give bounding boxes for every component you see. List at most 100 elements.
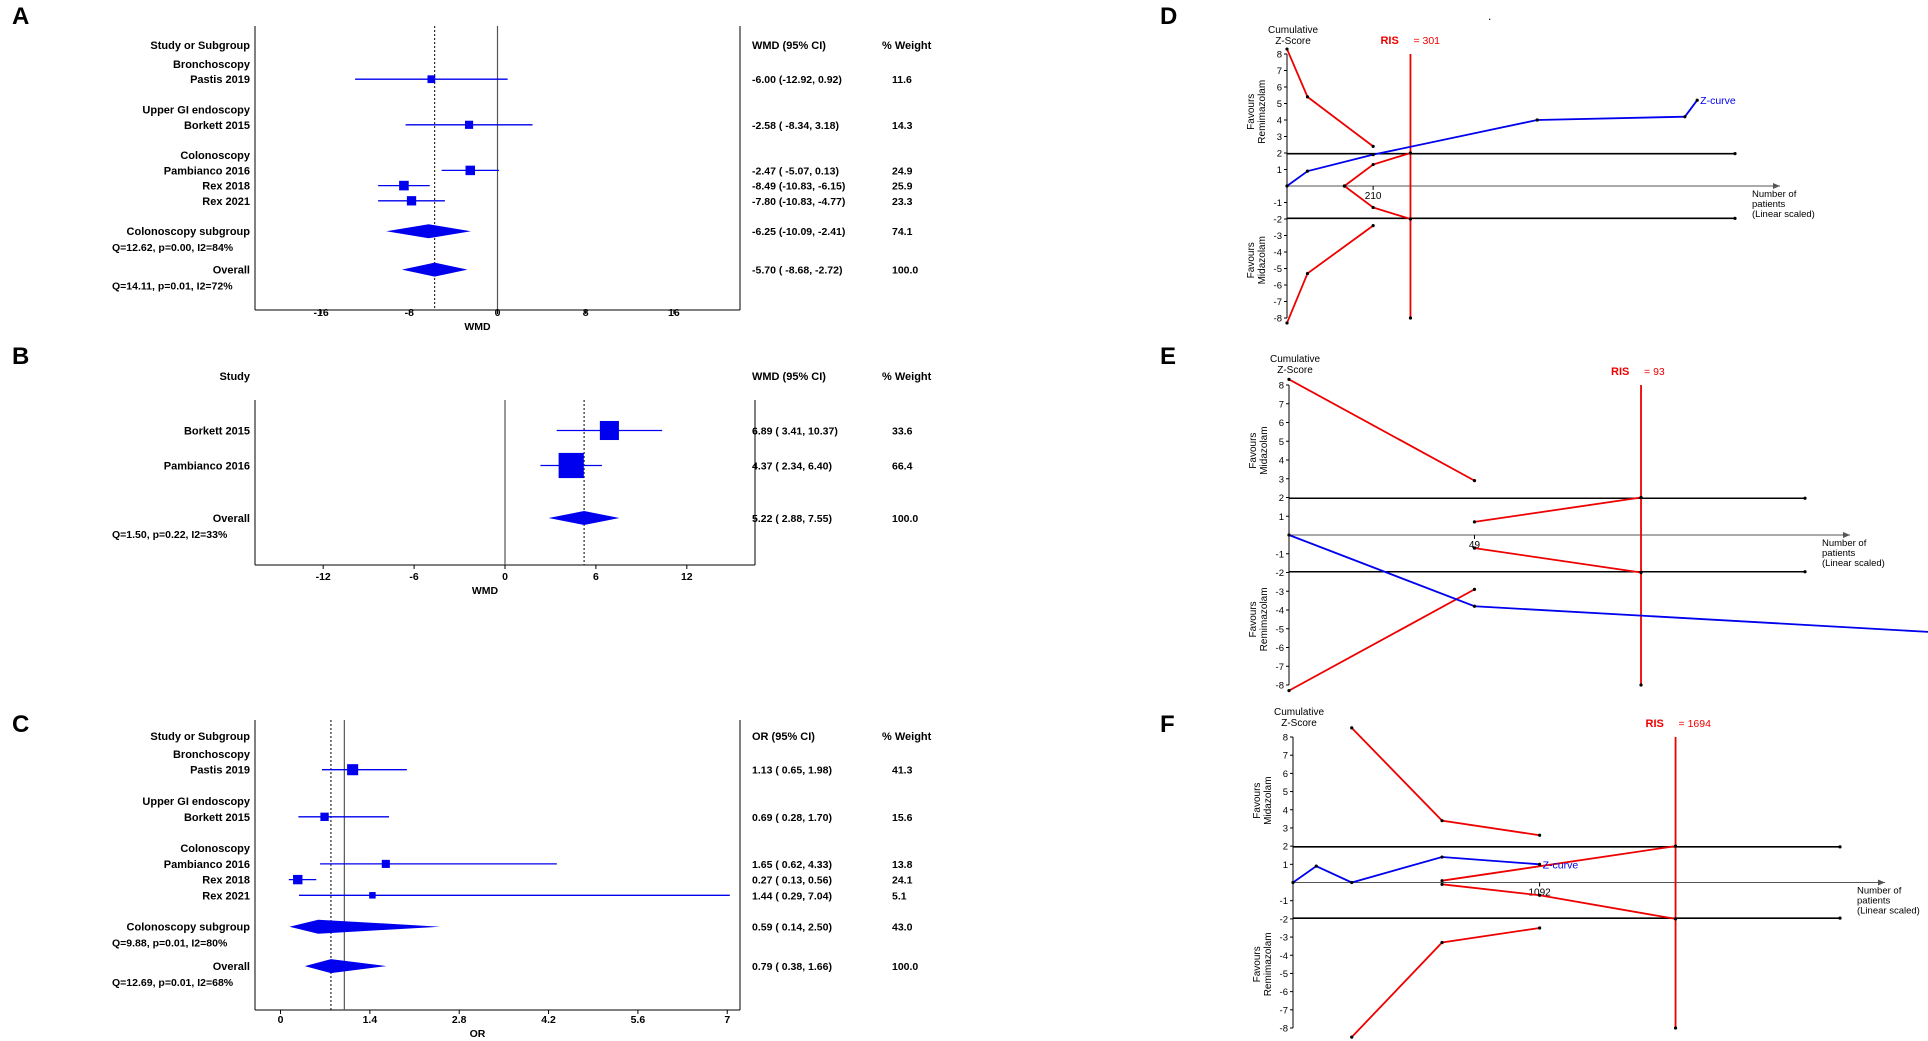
forest-plot-B: B -12 -6 0 6 12 WMD Study WMD (95% CI) % Weight Bo… bbox=[12, 343, 932, 597]
lower-futility-boundary-point bbox=[1408, 217, 1413, 221]
y-tick-label: 6 bbox=[1277, 83, 1282, 94]
y-tick-label: 1 bbox=[1277, 165, 1282, 176]
upper-region-label: FavoursRemimazolam bbox=[1246, 80, 1268, 144]
pooled-diamond bbox=[289, 919, 441, 934]
x-tick-label: 5.6 bbox=[631, 1014, 646, 1026]
upper-futility-boundary-point bbox=[1408, 151, 1413, 155]
pooled-label: Colonoscopy subgroup bbox=[127, 226, 251, 238]
ris-end-point bbox=[1408, 316, 1413, 320]
subgroup-heading: Upper GI endoscopy bbox=[142, 796, 250, 808]
study-estimate-text: 0.69 ( 0.28, 1.70) bbox=[752, 812, 832, 824]
pooled-label: Overall bbox=[213, 961, 250, 973]
study-label: Pambianco 2016 bbox=[164, 461, 250, 473]
lower-region-label: FavoursMidazolam bbox=[1246, 236, 1268, 284]
tsa-plot-F: F Cumulative Z-Score 8 7 6 5 4 3 2 1 -1 -2 -3 -4 -5 -6 -7… bbox=[1160, 707, 1920, 1039]
x-tick-label: 0 bbox=[278, 1014, 284, 1026]
study-estimate-text: -6.00 (-12.92, 0.92) bbox=[752, 74, 842, 86]
column-header-estimate: WMD (95% CI) bbox=[752, 371, 826, 383]
z-curve-point bbox=[1291, 880, 1295, 885]
lower-monitoring-boundary-point bbox=[1305, 271, 1310, 276]
column-header-weight: % Weight bbox=[882, 40, 932, 52]
study-weight: 25.9 bbox=[892, 181, 913, 193]
y-tick-label: 5 bbox=[1277, 99, 1282, 110]
heterogeneity-stat: Q=9.88, p=0.01, I2=80% bbox=[112, 938, 228, 950]
upper-monitoring-boundary bbox=[1286, 48, 1374, 148]
study-label: Rex 2021 bbox=[202, 196, 250, 208]
column-header-weight: % Weight bbox=[882, 731, 932, 743]
study-estimate-square bbox=[293, 874, 303, 885]
y-tick-label: 3 bbox=[1283, 823, 1288, 834]
lower-region-label: FavoursRemimazolam bbox=[1248, 587, 1270, 651]
panel-letter: D bbox=[1160, 3, 1177, 30]
study-weight: 24.1 bbox=[892, 875, 913, 887]
lower-monitoring-boundary bbox=[1351, 927, 1540, 1038]
ris-end-point bbox=[1639, 683, 1643, 687]
lower-monitoring-boundary-point bbox=[1440, 940, 1444, 945]
boundary-end-point bbox=[1838, 916, 1842, 920]
study-estimate-square bbox=[347, 764, 359, 776]
lower-monitoring-boundary-point bbox=[1350, 1035, 1354, 1039]
x-tick-label: 6 bbox=[593, 571, 599, 583]
y-tick-label: -1 bbox=[1276, 549, 1284, 560]
y-tick-label: -8 bbox=[1274, 314, 1282, 325]
pooled-diamond bbox=[386, 224, 471, 239]
upper-monitoring-boundary bbox=[1288, 378, 1475, 482]
study-weight: 33.6 bbox=[892, 426, 913, 438]
x-axis-arrow bbox=[1878, 879, 1885, 886]
y-tick-label: 1 bbox=[1283, 860, 1288, 871]
column-header-estimate: OR (95% CI) bbox=[752, 731, 815, 743]
upper-futility-boundary-point bbox=[1440, 879, 1444, 883]
forest-plot-A: A -16 -8 0 8 16 WMD Study or Subgroup WMD (95% C… bbox=[12, 3, 932, 333]
x-tick-label: 2.8 bbox=[452, 1014, 467, 1026]
lower-futility-boundary-point bbox=[1371, 205, 1375, 210]
y-tick-label: -2 bbox=[1276, 568, 1284, 579]
study-estimate-text: 0.27 ( 0.13, 0.56) bbox=[752, 875, 832, 887]
subgroup-heading: Colonoscopy bbox=[180, 150, 251, 162]
study-weight: 5.1 bbox=[892, 890, 907, 902]
boundary-end-point bbox=[1838, 845, 1842, 849]
study-label: Pastis 2019 bbox=[190, 74, 250, 86]
x-axis-label: OR bbox=[470, 1028, 486, 1040]
study-estimate-text: 1.65 ( 0.62, 4.33) bbox=[752, 859, 832, 871]
study-estimate-text: -7.80 (-10.83, -4.77) bbox=[752, 196, 845, 208]
y-tick-label: -8 bbox=[1276, 681, 1284, 692]
lower-futility-boundary-point bbox=[1639, 570, 1643, 575]
study-weight: 24.9 bbox=[892, 165, 913, 177]
y-tick-label: -1 bbox=[1280, 896, 1288, 907]
pooled-estimate-text: -5.70 ( -8.68, -2.72) bbox=[752, 265, 842, 277]
pooled-weight: 74.1 bbox=[892, 226, 913, 238]
upper-futility-boundary bbox=[1441, 845, 1676, 882]
pooled-weight: 100.0 bbox=[892, 513, 918, 525]
y-tick-label: 3 bbox=[1279, 474, 1284, 485]
y-tick-label: 4 bbox=[1277, 116, 1282, 127]
x-tick-label: 12 bbox=[681, 571, 693, 583]
x-tick-label: 0 bbox=[495, 307, 501, 319]
y-axis-title: Cumulative Z-Score bbox=[1268, 25, 1318, 47]
z-curve-point bbox=[1472, 604, 1477, 608]
ris-value: = 93 bbox=[1644, 366, 1665, 378]
y-tick-label: 2 bbox=[1277, 149, 1282, 160]
study-estimate-text: -2.47 ( -5.07, 0.13) bbox=[752, 165, 839, 177]
upper-futility-boundary-point bbox=[1673, 844, 1678, 848]
ris-end-point bbox=[1673, 1026, 1678, 1030]
y-tick-label: -4 bbox=[1274, 248, 1282, 259]
y-tick-label: 3 bbox=[1277, 132, 1282, 143]
z-curve-point bbox=[1371, 153, 1375, 157]
study-estimate-text: 4.37 ( 2.34, 6.40) bbox=[752, 461, 832, 473]
lower-region-label: FavoursRemimazolam bbox=[1252, 932, 1274, 996]
y-tick-label: 4 bbox=[1283, 805, 1288, 816]
pooled-diamond bbox=[401, 262, 468, 277]
lower-futility-boundary-point bbox=[1673, 917, 1678, 921]
y-tick-label: 6 bbox=[1283, 769, 1288, 780]
study-label: Rex 2021 bbox=[202, 890, 250, 902]
x-axis-label: Number of patients (Linear scaled) bbox=[1857, 886, 1920, 917]
boundary-end-point bbox=[1803, 570, 1807, 574]
boundary-end-point bbox=[1803, 496, 1807, 500]
y-tick-label: 4 bbox=[1279, 456, 1284, 467]
study-weight: 23.3 bbox=[892, 196, 913, 208]
y-tick-label: 2 bbox=[1279, 493, 1284, 504]
ris-label: RIS bbox=[1611, 366, 1629, 378]
y-tick-label: 8 bbox=[1277, 50, 1282, 61]
study-weight: 41.3 bbox=[892, 765, 913, 777]
